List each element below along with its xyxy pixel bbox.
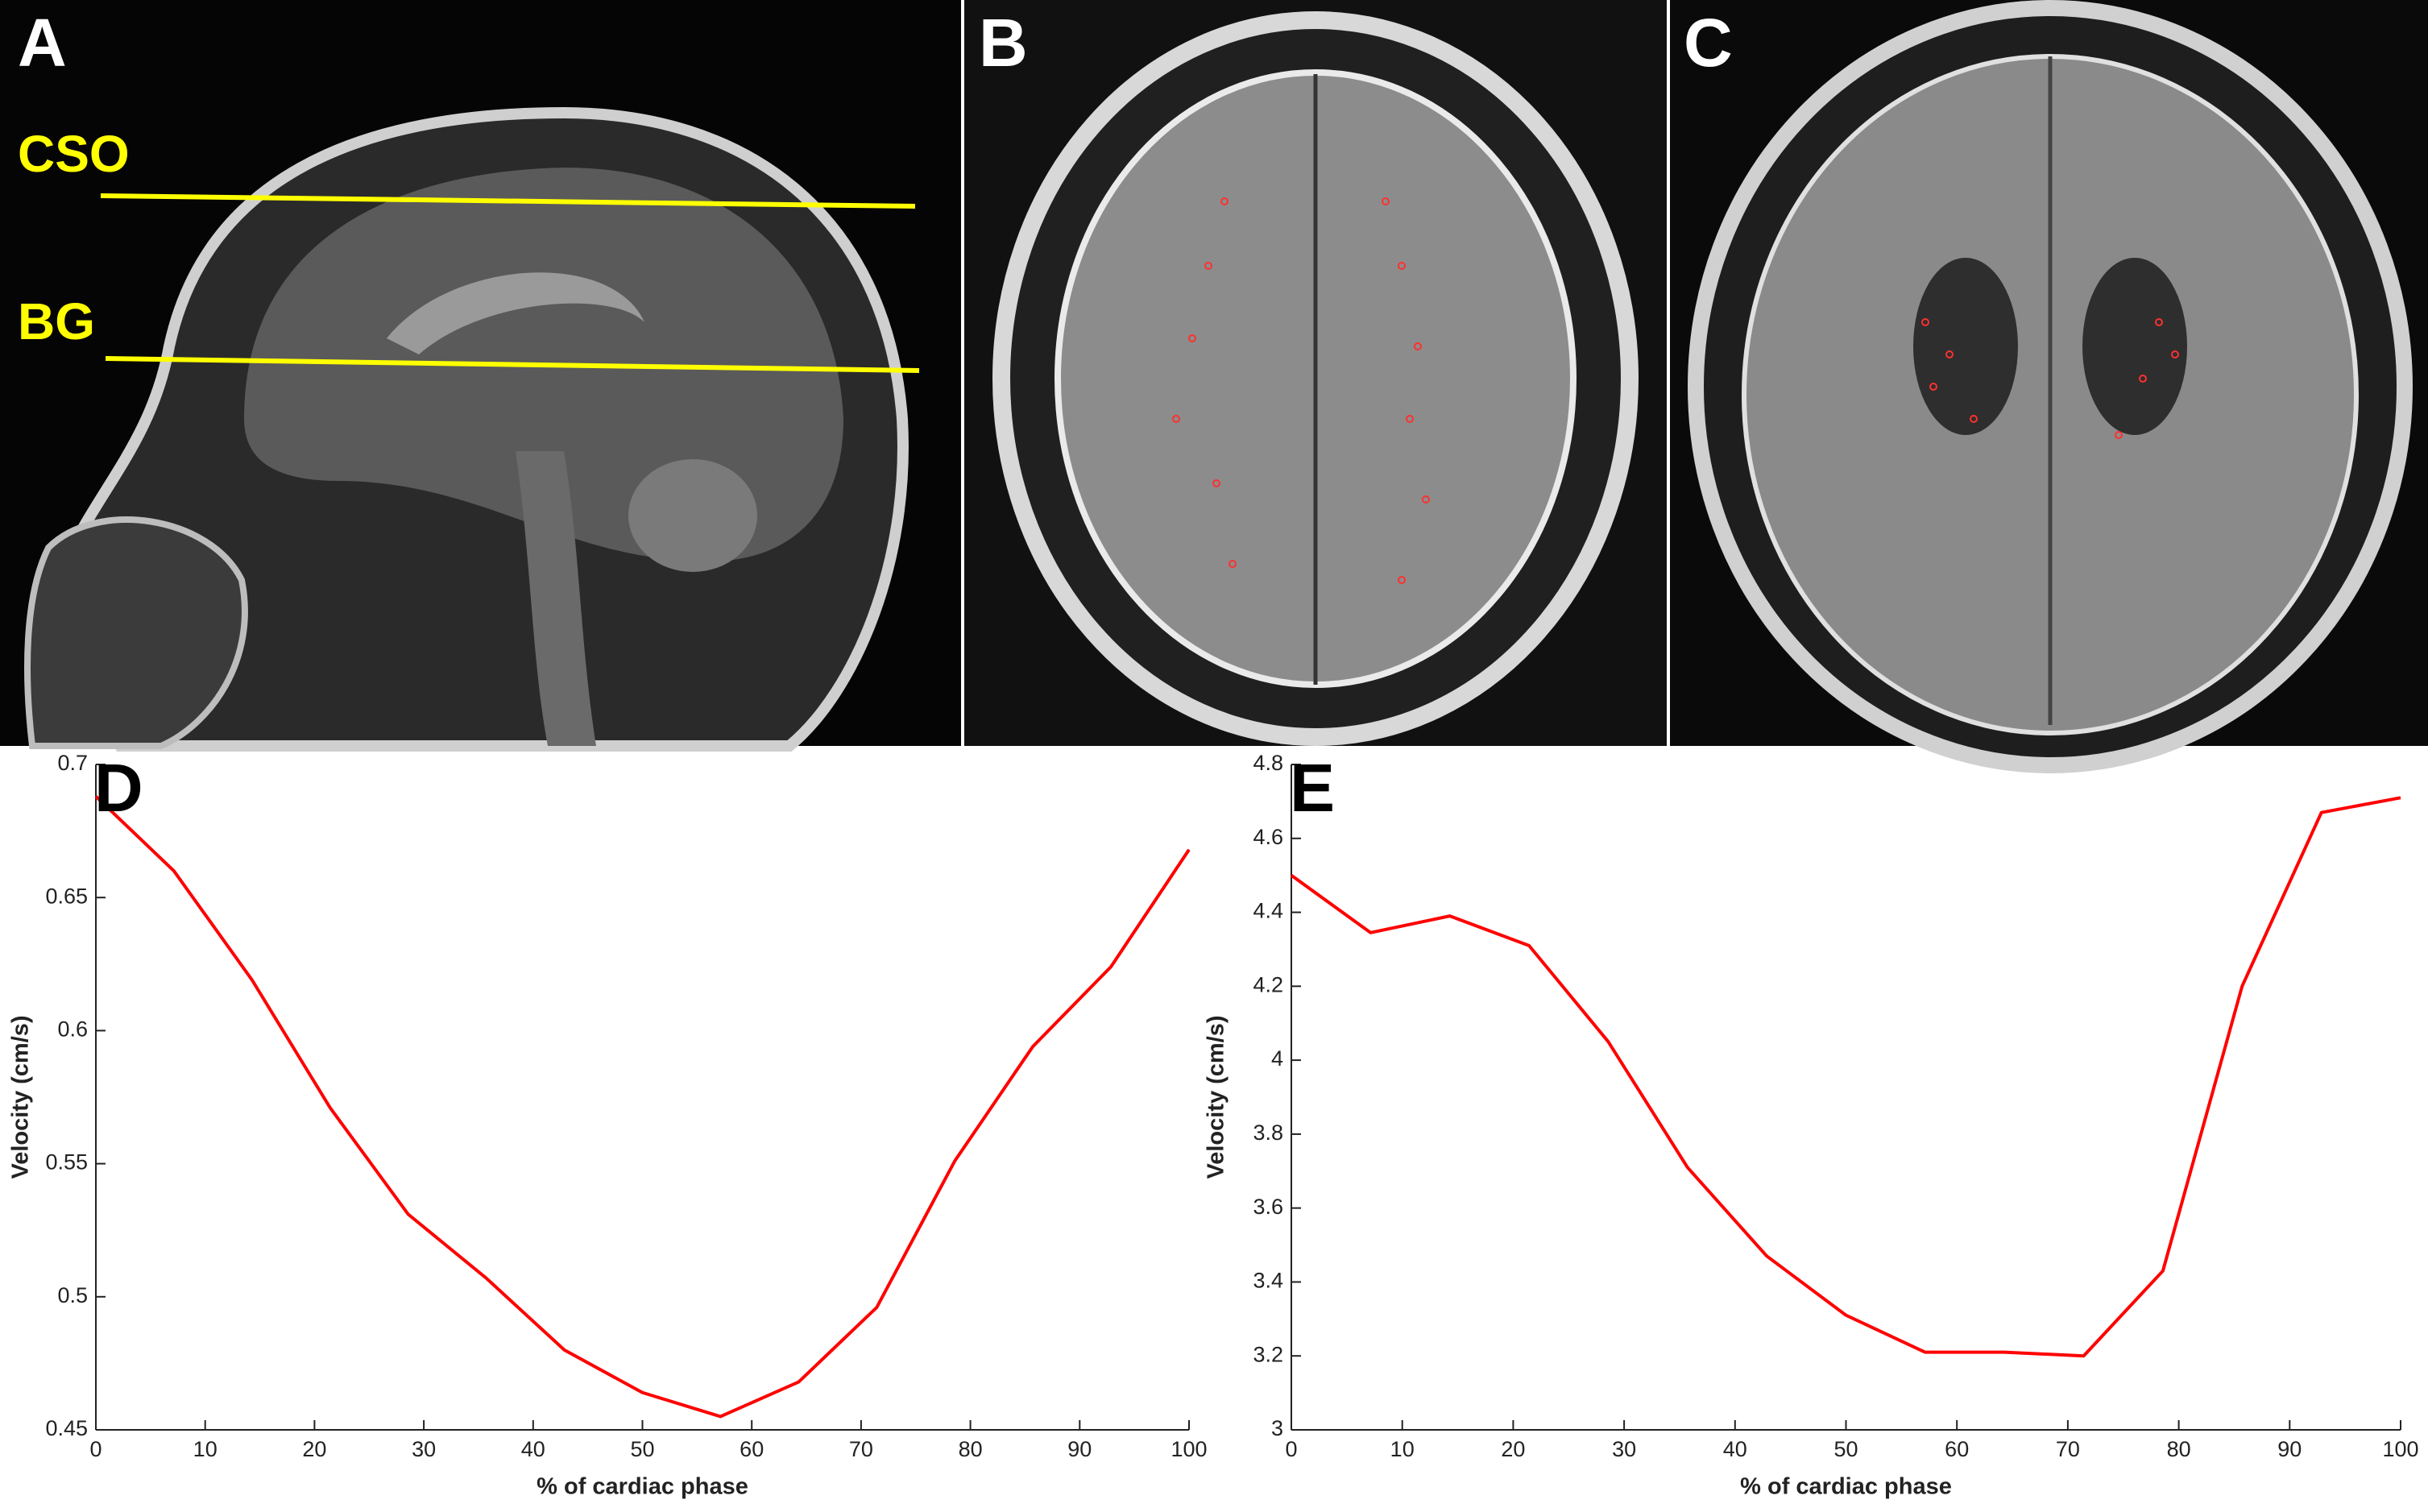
x-tick-label: 60 — [1945, 1437, 1969, 1461]
x-tick-label: 30 — [412, 1437, 436, 1461]
cerebellum — [628, 459, 757, 572]
x-tick-label: 30 — [1612, 1437, 1636, 1461]
roi-markers — [1921, 318, 2179, 439]
x-tick-label: 50 — [1833, 1437, 1858, 1461]
x-tick-label: 20 — [1501, 1437, 1525, 1461]
y-tick-label: 3 — [1271, 1416, 1283, 1440]
x-tick-label: 0 — [89, 1437, 102, 1461]
line-chart: 3 3.2 3.4 3.6 3.8 4 4.2 4.4 4.6 4.8 0 10 20 30 40 50 60 7… — [1204, 750, 2419, 1499]
y-axis-label: Velocity (cm/s) — [1204, 1015, 1229, 1179]
x-tick-label: 100 — [2382, 1437, 2418, 1461]
data-line — [1290, 796, 2401, 1358]
y-tick-label: 0.7 — [57, 751, 88, 775]
x-tick-label: 40 — [521, 1437, 545, 1461]
basal-ganglia-left — [1913, 258, 2018, 435]
x-tick-label: 90 — [1067, 1437, 1092, 1461]
panel-a: A CSO BG — [0, 0, 961, 752]
x-tick-label: 100 — [1170, 1437, 1207, 1461]
x-tick-label: 60 — [740, 1437, 764, 1461]
y-tick-label: 0.55 — [45, 1150, 88, 1174]
panel-label: A — [18, 5, 67, 81]
data-line — [94, 795, 1191, 1419]
y-tick-label: 4.6 — [1253, 825, 1283, 849]
panel-b: B — [964, 0, 1667, 746]
y-tick-label: 0.65 — [45, 884, 88, 908]
face — [24, 516, 248, 749]
x-tick-label: 20 — [302, 1437, 326, 1461]
x-tick-label: 50 — [630, 1437, 654, 1461]
panel-label: D — [94, 750, 143, 826]
y-tick-label: 0.45 — [45, 1416, 88, 1440]
y-tick-label: 3.6 — [1253, 1195, 1283, 1219]
y-tick-label: 3.4 — [1253, 1269, 1283, 1293]
bg-line — [105, 356, 920, 373]
x-tick-label: 0 — [1285, 1437, 1297, 1461]
annotation: BG — [18, 292, 95, 350]
y-tick-label: 0.6 — [57, 1017, 88, 1042]
x-tick-label: 10 — [1390, 1437, 1415, 1461]
x-tick-label: 90 — [2277, 1437, 2302, 1461]
panel-label: E — [1290, 750, 1335, 826]
annotation: CSO — [18, 125, 130, 183]
y-tick-label: 4.8 — [1253, 751, 1283, 775]
y-tick-label: 0.5 — [57, 1283, 88, 1307]
x-tick-label: 80 — [959, 1437, 983, 1461]
y-tick-label: 4.4 — [1253, 899, 1283, 923]
x-tick-label: 40 — [1723, 1437, 1747, 1461]
corpus-callosum — [387, 272, 644, 354]
roi-markers — [1172, 197, 1430, 584]
panel-label: C — [1684, 5, 1733, 81]
y-axis-label: Velocity (cm/s) — [8, 1015, 34, 1179]
x-axis-label: % of cardiac phase — [1740, 1474, 1952, 1500]
y-tick-label: 3.8 — [1253, 1121, 1283, 1145]
panel-label: B — [979, 5, 1028, 81]
x-tick-label: 70 — [849, 1437, 873, 1461]
x-tick-label: 10 — [193, 1437, 218, 1461]
x-tick-label: 70 — [2056, 1437, 2080, 1461]
y-tick-label: 4.2 — [1253, 972, 1283, 996]
panel-c: C — [1670, 0, 2428, 773]
brainstem — [516, 451, 596, 746]
cso-line — [100, 193, 916, 209]
x-axis-label: % of cardiac phase — [537, 1474, 748, 1500]
basal-ganglia-right — [2082, 258, 2187, 435]
y-tick-label: 3.2 — [1253, 1342, 1283, 1366]
line-chart: 0.45 0.5 0.55 0.6 0.65 0.7 0 10 20 30 40 50 60 70 80 90… — [8, 750, 1208, 1499]
x-tick-label: 80 — [2167, 1437, 2191, 1461]
y-tick-label: 4 — [1271, 1046, 1283, 1071]
